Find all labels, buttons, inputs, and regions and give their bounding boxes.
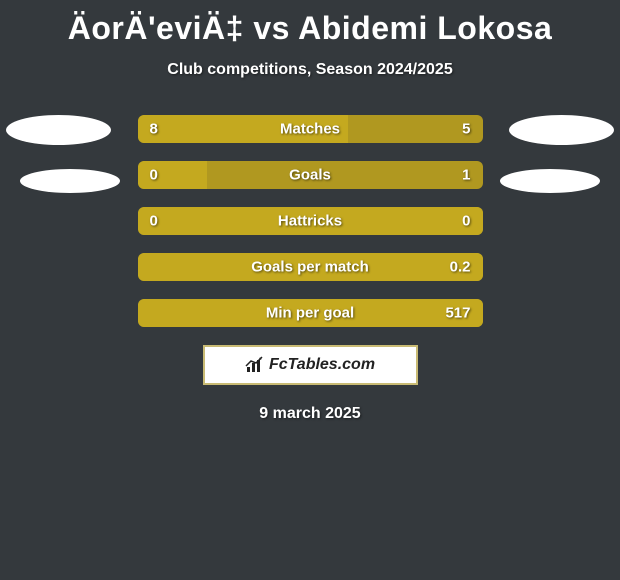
bar-chart-icon [245,356,267,374]
stat-row: Goals per match 0.2 [138,253,483,281]
stat-label: Hattricks [278,213,342,230]
stat-label: Goals per match [251,259,369,276]
stat-bar-fill [138,161,207,189]
brand-inner: FcTables.com [245,356,375,374]
stat-row: Min per goal 517 [138,299,483,327]
brand-box[interactable]: FcTables.com [203,345,418,385]
page-subtitle: Club competitions, Season 2024/2025 [0,61,620,79]
avatar-placeholder-right-1 [509,115,614,145]
stat-row: 0 Hattricks 0 [138,207,483,235]
stat-right-value: 0 [462,213,470,230]
stats-area: 8 Matches 5 0 Goals 1 0 Hattricks 0 Goals per mat… [0,115,620,327]
stat-right-value: 0.2 [450,259,471,276]
avatar-placeholder-right-2 [500,169,600,193]
stat-right-value: 517 [445,305,470,322]
stat-row: 8 Matches 5 [138,115,483,143]
stat-right-value: 1 [462,167,470,184]
page-title: ÄorÄ'eviÄ‡ vs Abidemi Lokosa [0,0,620,47]
stat-left-value: 0 [150,167,158,184]
stat-label: Min per goal [266,305,354,322]
stat-left-value: 0 [150,213,158,230]
stat-right-value: 5 [462,121,470,138]
avatar-placeholder-left-1 [6,115,111,145]
stat-row: 0 Goals 1 [138,161,483,189]
avatar-placeholder-left-2 [20,169,120,193]
stat-label: Matches [280,121,340,138]
footer-date: 9 march 2025 [0,405,620,423]
stat-label: Goals [289,167,331,184]
stat-left-value: 8 [150,121,158,138]
brand-text: FcTables.com [269,356,375,374]
